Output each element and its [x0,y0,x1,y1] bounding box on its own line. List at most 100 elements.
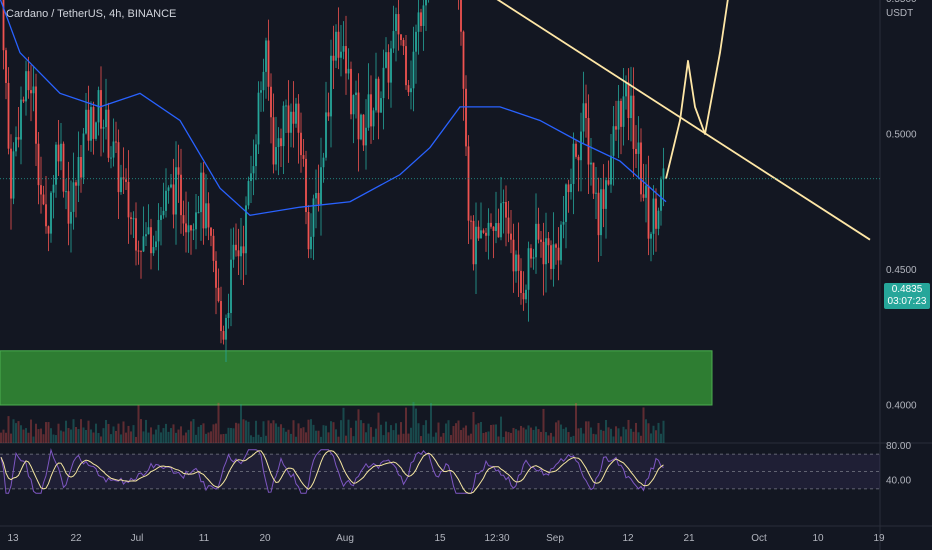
volume-bar [267,420,270,443]
candle-body [50,192,52,234]
candle-body [195,212,197,230]
candle-body [15,137,17,152]
volume-bar [60,430,62,443]
volume-bar [2,429,5,443]
volume-bar [490,424,492,443]
volume-bar [32,436,35,443]
candle-body [72,182,75,212]
candle-body [642,194,645,198]
volume-bar [440,436,442,443]
candle-body [557,247,560,261]
volume-bar [350,427,352,443]
volume-bar [632,431,635,443]
volume-bar [460,430,462,443]
volume-bar [105,419,107,443]
time-tick-label: 11 [199,533,210,544]
volume-bar [415,408,417,443]
candle-body [490,222,492,227]
candle-body [565,184,567,222]
volume-bar [467,435,470,443]
candle-body [337,31,340,58]
candle-body [535,223,537,258]
volume-bar [412,402,415,443]
price-tick-label: 0.5500 [886,0,917,5]
time-tick-label: 21 [683,533,695,544]
volume-bar [395,423,397,443]
candle-body [522,292,525,300]
time-tick-label: Oct [751,533,767,544]
candle-body [140,250,142,252]
volume-bar [70,429,72,443]
candle-body [517,254,520,271]
volume-bar [370,427,372,443]
candle-body [652,198,655,234]
symbol-title: Cardano / TetherUS, 4h, BINANCE [6,8,177,20]
volume-bar [600,429,602,443]
candle-body [397,14,400,35]
candle-body [152,247,155,254]
candle-body [240,246,242,257]
candle-body [417,12,420,32]
candle-body [252,166,255,174]
volume-bar [335,429,337,443]
candle-body [405,46,407,86]
descending-trendline[interactable] [0,0,871,241]
volume-bar [495,424,497,443]
volume-bar [302,427,305,443]
candle-body [137,250,140,252]
volume-bar [230,427,232,443]
support-zone[interactable] [0,350,713,406]
volume-bar [287,429,290,443]
volume-bar [625,429,627,443]
volume-bar [190,421,192,443]
candle-body [610,155,612,185]
candle-body [637,142,640,154]
volume-bar [150,427,152,443]
countdown-timer: 03:07:23 [887,296,927,307]
volume-bar [257,434,260,443]
candle-body [315,192,317,199]
volume-bar [255,420,257,443]
volume-bar [50,428,52,443]
volume-bar [87,420,90,443]
time-tick-label: 22 [70,533,82,544]
volume-bar [630,428,632,443]
volume-bar [305,432,307,443]
volume-bar [292,420,295,443]
volume-bar [635,422,637,443]
volume-bar [567,432,570,443]
volume-bar [580,427,582,443]
volume-bar [52,434,55,443]
volume-bar [115,430,117,443]
candle-body [192,229,195,231]
candle-body [155,241,157,248]
time-tick-label: Jul [131,533,144,544]
volume-bar [42,434,45,443]
volume-bar [330,421,332,443]
volume-bar [492,424,495,443]
volume-bar [117,423,120,443]
candle-body [67,191,70,224]
volume-bar [480,421,482,443]
time-tick-label: 12:30 [484,533,509,544]
candle-body [280,138,282,147]
rsi-tick-label: 80.00 [886,441,911,452]
candle-body [210,227,212,236]
candle-body [162,210,165,216]
volume-bar [527,425,530,443]
volume-bar [537,429,540,443]
candle-body [257,92,260,145]
candle-body [205,203,207,229]
candle-body [422,5,425,26]
candle-body [550,245,552,269]
volume-bar [90,429,92,443]
candle-body [207,203,210,228]
volume-bar [217,402,220,443]
candle-body [485,232,487,236]
candle-body [265,40,267,72]
volume-bar [587,421,590,443]
volume-bar [147,432,150,443]
candle-body [482,230,485,233]
projection-path[interactable] [665,0,756,179]
